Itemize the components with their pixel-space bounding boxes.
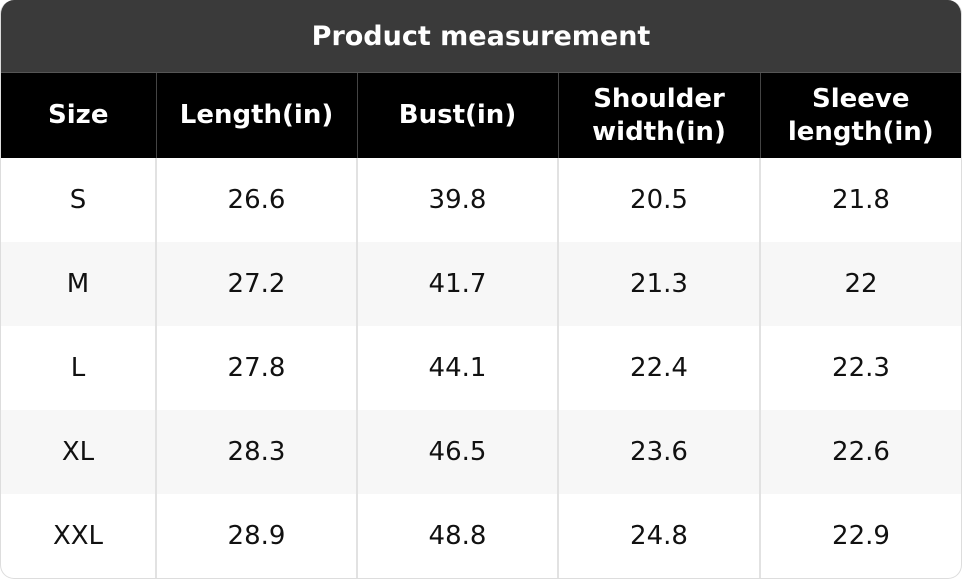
measurement-cell: 27.2 <box>155 242 357 326</box>
table-title: Product measurement <box>1 0 961 73</box>
measurement-cell: 21.8 <box>759 158 961 242</box>
header-cell: Bust(in) <box>356 73 558 158</box>
measurement-cell: 27.8 <box>155 326 357 410</box>
measurement-cell: 48.8 <box>356 494 558 578</box>
measurement-cell: 22.6 <box>759 410 961 494</box>
table-row: XL 28.3 46.5 23.6 22.6 <box>1 410 961 494</box>
measurement-cell: 21.3 <box>557 242 760 326</box>
header-cell: Shoulder width(in) <box>557 73 760 158</box>
measurement-cell: 22.9 <box>759 494 961 578</box>
measurement-cell: 39.8 <box>356 158 558 242</box>
table-row: M 27.2 41.7 21.3 22 <box>1 242 961 326</box>
size-cell: S <box>69 185 87 215</box>
table-body: S 26.6 39.8 20.5 21.8 M 27.2 41.7 21.3 22 L 27.8 44.… <box>1 158 961 578</box>
size-cell: XXL <box>52 521 104 551</box>
measurement-cell: 26.6 <box>155 158 357 242</box>
header-row: Size Length(in) Bust(in) Shoulder width(in)… <box>1 73 961 158</box>
measurement-cell: 22.4 <box>557 326 760 410</box>
measurement-cell: 22 <box>759 242 961 326</box>
measurement-cell: 41.7 <box>356 242 558 326</box>
header-cell: Size <box>1 73 156 158</box>
measurement-cell: 28.9 <box>155 494 357 578</box>
measurement-cell: 23.6 <box>557 410 760 494</box>
measurement-cell: 28.3 <box>155 410 357 494</box>
size-cell: XL <box>1 410 156 494</box>
table-row: S 26.6 39.8 20.5 21.8 <box>1 158 961 242</box>
table-row: L 27.8 44.1 22.4 22.3 <box>1 326 961 410</box>
header-cell: Length(in) <box>155 73 357 158</box>
measurement-cell: 46.5 <box>356 410 558 494</box>
measurement-cell: 20.5 <box>557 158 760 242</box>
size-table: Size Length(in) Bust(in) Shoulder width(in)… <box>1 73 961 578</box>
size-cell: M <box>1 242 156 326</box>
header-cell: Sleeve length(in) <box>759 73 961 158</box>
measurement-cell: 44.1 <box>356 326 558 410</box>
size-cell: L <box>70 353 86 383</box>
measurement-cell: 24.8 <box>557 494 760 578</box>
table-row: XXL 28.9 48.8 24.8 22.9 <box>1 494 961 578</box>
measurement-cell: 22.3 <box>759 326 961 410</box>
